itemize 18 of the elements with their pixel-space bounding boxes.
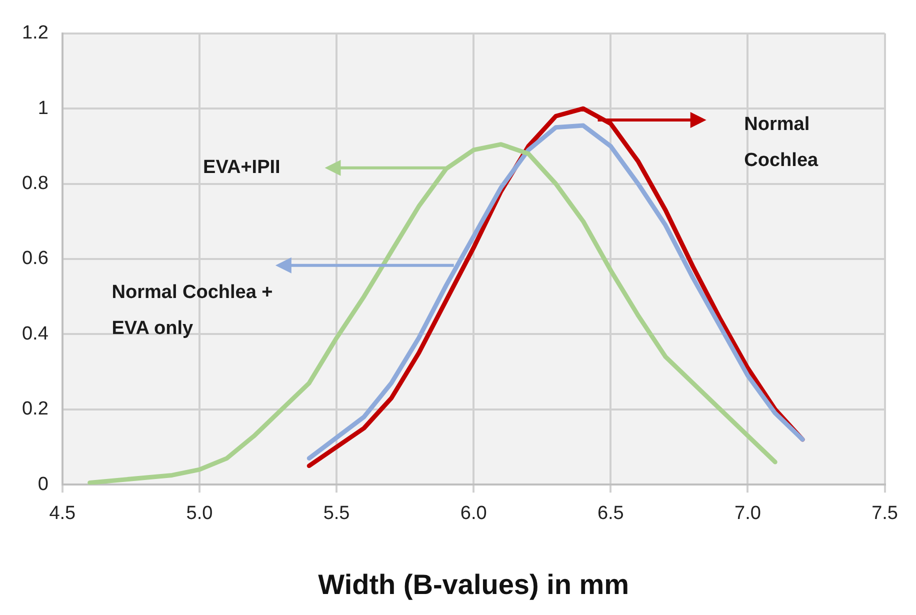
annotation: EVA+IPII <box>203 157 280 178</box>
annotation: Normal Cochlea + EVA only <box>112 282 273 340</box>
x-tick-label: 7.5 <box>872 503 898 524</box>
y-tick-label: 1.2 <box>22 22 48 44</box>
x-axis-title: Width (B-values) in mm <box>318 568 630 600</box>
y-tick-label: 0.4 <box>22 323 49 344</box>
y-tick-label: 0.6 <box>22 248 48 270</box>
y-tick-label: 0 <box>38 474 48 495</box>
annotation: Normal Cochlea <box>744 114 819 172</box>
x-tick-label: 7.0 <box>734 503 761 524</box>
y-tick-label: 0.2 <box>22 398 48 420</box>
x-tick-label: 6.5 <box>597 503 624 524</box>
x-tick-label: 5.5 <box>323 503 350 524</box>
x-tick-label: 6.0 <box>460 503 487 524</box>
y-tick-label: 0.8 <box>22 173 48 194</box>
x-tick-label: 4.5 <box>49 503 76 524</box>
x-tick-label: 5.0 <box>186 503 213 524</box>
y-tick-label: 1 <box>38 98 48 119</box>
